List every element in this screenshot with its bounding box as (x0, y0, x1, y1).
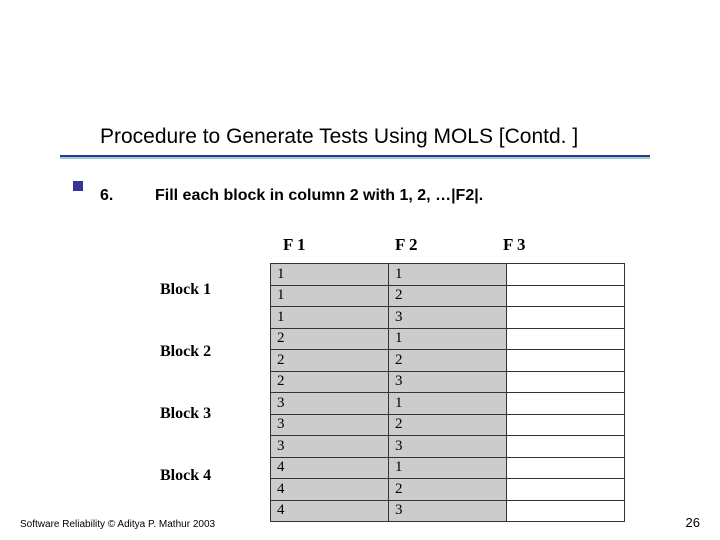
table-row: 11 (271, 264, 625, 286)
cell-f2: 1 (389, 264, 507, 286)
column-header-f1: F 1 (283, 235, 306, 255)
table-row: 32 (271, 414, 625, 436)
table-row: 31 (271, 393, 625, 415)
table-row: 41 (271, 457, 625, 479)
cell-f2: 3 (389, 371, 507, 393)
table-row: 13 (271, 307, 625, 329)
slide-title: Procedure to Generate Tests Using MOLS [… (100, 125, 578, 149)
cell-f3 (507, 457, 625, 479)
cell-f1: 2 (271, 328, 389, 350)
table-row: 23 (271, 371, 625, 393)
cell-f1: 4 (271, 500, 389, 522)
cell-f2: 3 (389, 436, 507, 458)
step-text: Fill each block in column 2 with 1, 2, …… (155, 187, 483, 205)
cell-f1: 1 (271, 285, 389, 307)
cell-f1: 2 (271, 371, 389, 393)
table-row: 33 (271, 436, 625, 458)
column-header-f3: F 3 (503, 235, 526, 255)
cell-f2: 2 (389, 479, 507, 501)
block-label-4: Block 4 (160, 467, 211, 485)
step-number: 6. (100, 187, 113, 205)
cell-f3 (507, 371, 625, 393)
cell-f3 (507, 350, 625, 372)
cell-f1: 1 (271, 264, 389, 286)
cell-f1: 4 (271, 479, 389, 501)
cell-f2: 3 (389, 307, 507, 329)
cell-f2: 2 (389, 285, 507, 307)
cell-f3 (507, 285, 625, 307)
footer-text: Software Reliability © Aditya P. Mathur … (20, 519, 215, 530)
mols-table: 11 12 13 21 22 23 31 32 33 41 42 43 (270, 263, 625, 522)
cell-f3 (507, 500, 625, 522)
bullet-icon (73, 181, 83, 191)
cell-f1: 4 (271, 457, 389, 479)
cell-f3 (507, 264, 625, 286)
cell-f1: 1 (271, 307, 389, 329)
cell-f2: 2 (389, 350, 507, 372)
block-label-1: Block 1 (160, 281, 211, 299)
table-row: 43 (271, 500, 625, 522)
cell-f3 (507, 414, 625, 436)
table-row: 21 (271, 328, 625, 350)
cell-f3 (507, 328, 625, 350)
cell-f1: 2 (271, 350, 389, 372)
cell-f2: 1 (389, 328, 507, 350)
cell-f3 (507, 393, 625, 415)
title-underline-light (60, 157, 650, 159)
cell-f3 (507, 436, 625, 458)
cell-f1: 3 (271, 414, 389, 436)
cell-f1: 3 (271, 436, 389, 458)
block-label-2: Block 2 (160, 343, 211, 361)
cell-f2: 2 (389, 414, 507, 436)
cell-f1: 3 (271, 393, 389, 415)
table-row: 42 (271, 479, 625, 501)
cell-f2: 1 (389, 393, 507, 415)
slide: Procedure to Generate Tests Using MOLS [… (0, 0, 720, 540)
table-row: 22 (271, 350, 625, 372)
block-label-3: Block 3 (160, 405, 211, 423)
table-row: 12 (271, 285, 625, 307)
page-number: 26 (686, 515, 700, 530)
cell-f3 (507, 307, 625, 329)
cell-f2: 3 (389, 500, 507, 522)
cell-f2: 1 (389, 457, 507, 479)
cell-f3 (507, 479, 625, 501)
column-header-f2: F 2 (395, 235, 418, 255)
